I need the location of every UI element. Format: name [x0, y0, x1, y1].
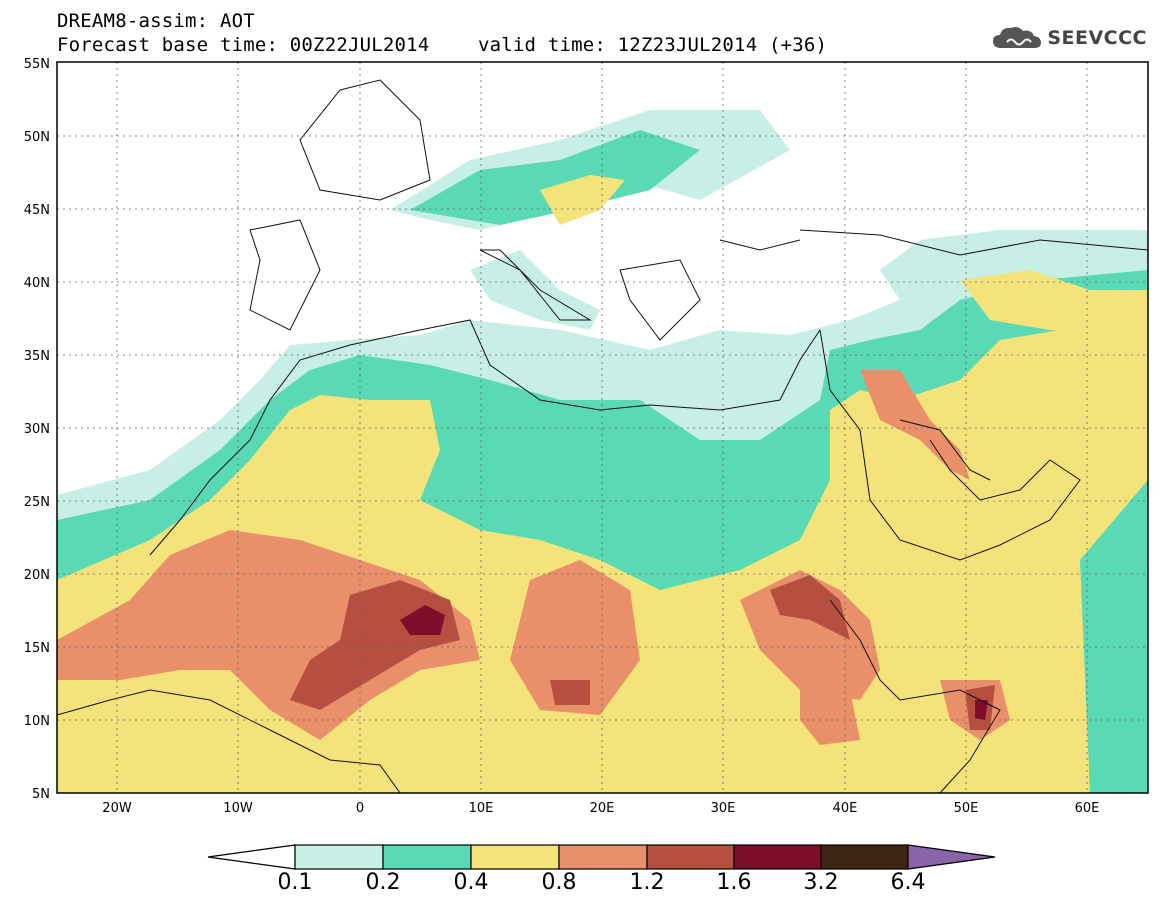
title-line-2: Forecast base time: 00Z22JUL2014: [57, 34, 430, 56]
lat-label: 25N: [24, 495, 50, 510]
colorbar: [207, 844, 996, 870]
colorbar-swatch: [294, 844, 384, 870]
lat-label: 40N: [24, 276, 50, 291]
lat-label: 30N: [24, 422, 50, 437]
seevccc-logo: SEEVCCC: [991, 24, 1147, 52]
valid-time: valid time: 12Z23JUL2014 (+36): [478, 34, 828, 56]
colorbar-label: 0.8: [541, 870, 577, 895]
colorbar-swatch: [558, 844, 648, 870]
lon-label: 30E: [711, 801, 736, 816]
colorbar-swatch: [733, 844, 822, 870]
lon-label: 10E: [469, 801, 494, 816]
coastlines: [56, 79, 1149, 794]
latitude-labels: 5N 10N 15N 20N 25N 30N 35N 40N 45N 50N 5…: [24, 57, 50, 802]
lat-label: 45N: [24, 203, 50, 218]
lon-label: 20E: [590, 801, 615, 816]
colorbar-label: 6.4: [890, 870, 926, 895]
colorbar-label: 0.1: [277, 870, 313, 895]
lon-label: 40E: [833, 801, 858, 816]
colorbar-label: 0.4: [453, 870, 489, 895]
title-line-1: DREAM8-assim: AOT: [57, 10, 255, 32]
colorbar-label: 3.2: [803, 870, 839, 895]
aot-contour-0.8: [57, 530, 480, 740]
colorbar-swatch: [207, 844, 296, 870]
colorbar-swatch: [820, 844, 909, 870]
map-frame: [56, 61, 1149, 794]
lon-label: 0: [356, 801, 364, 816]
logo-text: SEEVCCC: [1047, 27, 1147, 49]
graticule: [57, 62, 1148, 793]
lat-label: 35N: [24, 349, 50, 364]
lat-label: 20N: [24, 568, 50, 583]
lat-label: 15N: [24, 641, 50, 656]
colorbar-swatch: [382, 844, 472, 870]
lat-label: 10N: [24, 714, 50, 729]
colorbar-swatch: [470, 844, 560, 870]
longitude-labels: 20W 10W 0 10E 20E 30E 40E 50E 60E: [102, 801, 1099, 816]
lon-label: 10W: [223, 801, 253, 816]
colorbar-label: 1.6: [716, 870, 752, 895]
colorbar-swatch: [646, 844, 735, 870]
colorbar-label: 0.2: [365, 870, 401, 895]
lat-label: 50N: [24, 130, 50, 145]
lat-label: 5N: [32, 787, 50, 802]
lat-label: 55N: [24, 57, 50, 72]
lon-label: 20W: [102, 801, 132, 816]
colorbar-swatch: [907, 844, 996, 870]
aot-contour-1.6: [400, 605, 445, 635]
lon-label: 50E: [954, 801, 979, 816]
aot-field: [57, 62, 1148, 793]
colorbar-label: 1.2: [629, 870, 665, 895]
lon-label: 60E: [1075, 801, 1100, 816]
cloud-icon: [993, 27, 1042, 48]
